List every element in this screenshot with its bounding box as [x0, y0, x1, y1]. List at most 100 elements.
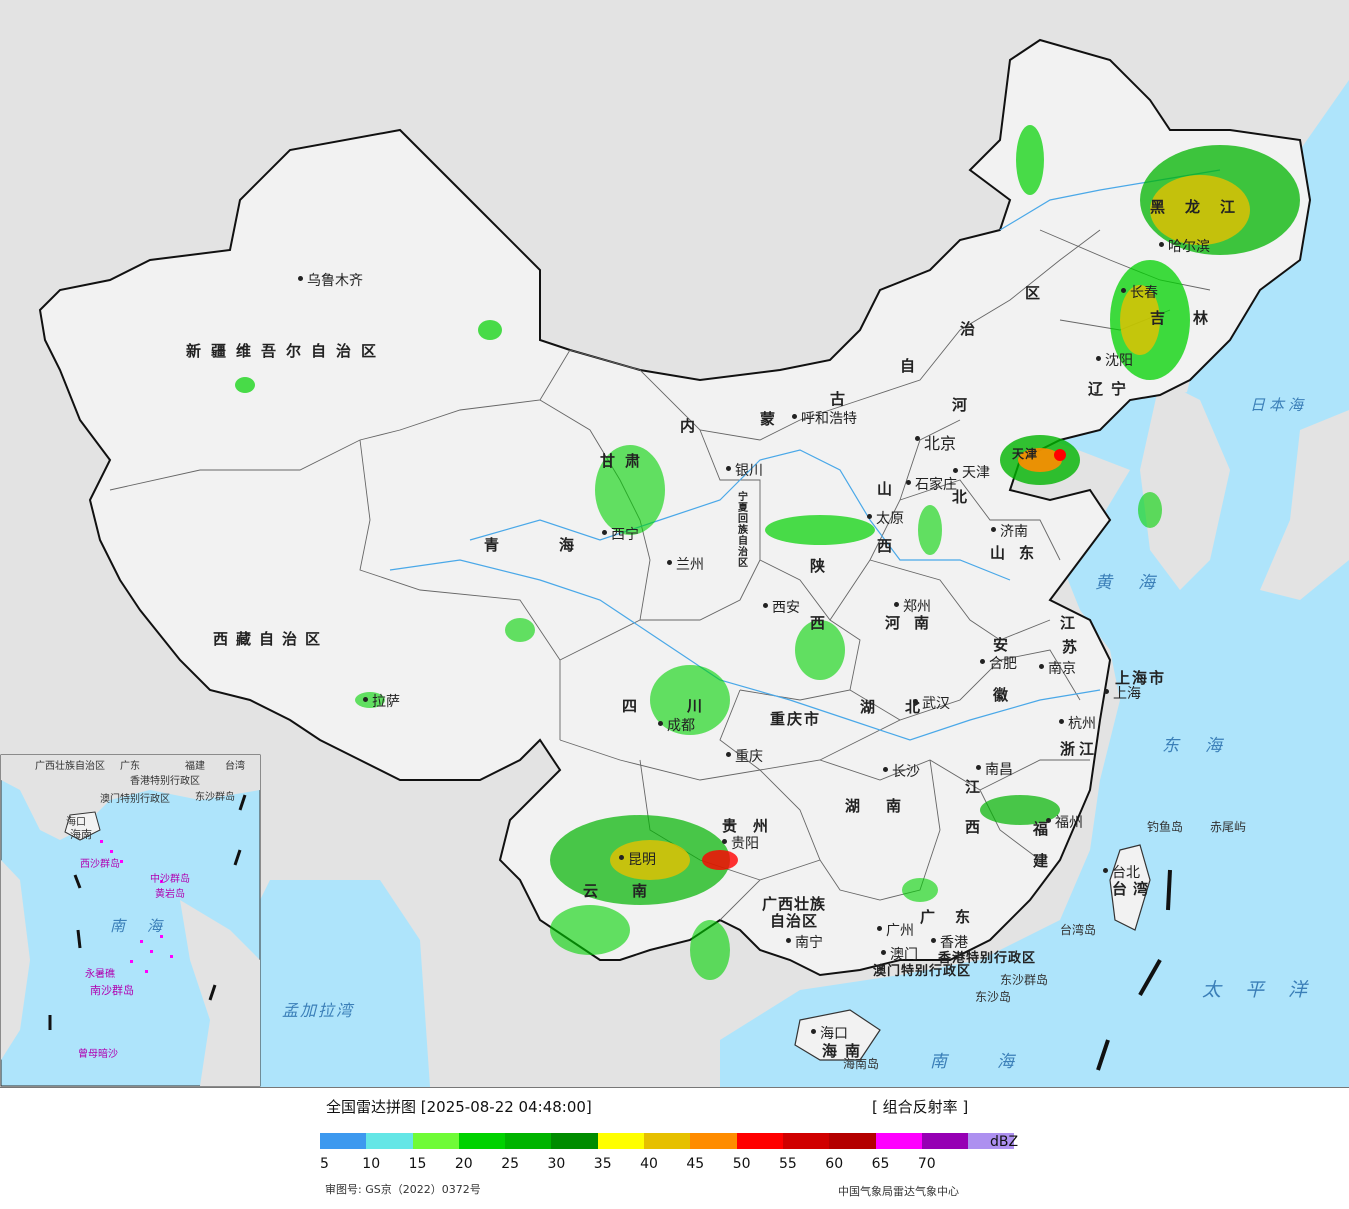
- city-changchun: 长春: [1121, 282, 1158, 302]
- color-swatch: [320, 1133, 367, 1149]
- color-swatch: [782, 1133, 830, 1149]
- province-chongqing: 重庆市: [770, 710, 822, 728]
- province-neimenggu-1: 内: [680, 417, 718, 435]
- island-taiwan: 台湾岛: [1060, 923, 1097, 937]
- dash-line: [1096, 869, 1172, 1071]
- color-swatch: [875, 1133, 922, 1149]
- city-xian: 西安: [763, 597, 800, 617]
- color-swatch: [921, 1133, 969, 1149]
- city-tianjin: 天津: [953, 462, 990, 482]
- map-canvas: [0, 0, 1349, 1087]
- scale-tick-label: 65: [871, 1156, 890, 1172]
- city-harbin: 哈尔滨: [1159, 236, 1210, 256]
- scale-tick-label: 25: [501, 1156, 520, 1172]
- city-fuzhou: 福州: [1046, 812, 1083, 832]
- scale-tick-label: 60: [825, 1156, 844, 1172]
- province-shanxi-1: 山: [877, 480, 915, 498]
- scale-tick-label: 70: [917, 1156, 936, 1172]
- sea-yellow: 黄海: [1095, 573, 1181, 593]
- province-hubei: 湖北: [860, 698, 951, 716]
- city-lanzhou: 兰州: [667, 554, 704, 574]
- province-ningxia: 宁夏回族自治区: [738, 492, 748, 569]
- legend-ticks: 5 10 15 20 25 30 35 40 45 50 55 60 65 70: [310, 1156, 950, 1174]
- province-hunan: 湖南: [845, 797, 928, 815]
- island-chiwei: 赤尾屿: [1210, 820, 1247, 834]
- inset-taiwan: 台湾: [225, 761, 245, 772]
- province-anhui-2: 徽: [993, 686, 1031, 704]
- province-macau: 澳门特别行政区: [873, 964, 972, 979]
- province-sichuan: 四川: [622, 697, 753, 715]
- japan: [1260, 410, 1349, 600]
- inset-fujian: 福建: [185, 761, 205, 772]
- province-yunnan: 云南: [583, 882, 682, 900]
- city-nanjing: 南京: [1039, 658, 1076, 678]
- inset-xisha: 西沙群岛: [80, 859, 120, 870]
- legend-title: 全国雷达拼图 [2025-08-22 04:48:00]: [326, 1098, 592, 1116]
- scale-tick-label: 40: [640, 1156, 658, 1172]
- city-guiyang: 贵阳: [722, 833, 759, 853]
- color-swatch: [551, 1133, 598, 1149]
- province-jiangxi-1: 江: [965, 778, 1003, 796]
- inset-zengmu: 曾母暗沙: [78, 1049, 118, 1060]
- province-neimenggu-6: 区: [1025, 284, 1063, 302]
- province-fujian-2: 建: [1033, 852, 1071, 870]
- province-shaanxi-1: 陕: [810, 557, 848, 575]
- province-neimenggu-3: 古: [830, 390, 868, 408]
- inset-zhongsha: 中沙群岛: [150, 874, 190, 885]
- province-zhejiang: 浙江: [1060, 740, 1099, 758]
- city-jinan: 济南: [991, 521, 1028, 541]
- color-swatch: [644, 1133, 691, 1149]
- province-shaanxi-2: 西: [810, 614, 848, 632]
- province-qinghai: 青海: [484, 536, 635, 554]
- data-source: 中国气象局雷达气象中心: [838, 1185, 959, 1198]
- city-urumqi: 乌鲁木齐: [298, 270, 363, 290]
- scale-tick-label: 35: [593, 1156, 612, 1172]
- province-jilin: 吉林: [1150, 309, 1237, 327]
- radar-map: 新疆维吾尔自治区 西藏自治区 青海 甘肃 内 蒙 古 自 治 区 黑龙江 吉林 …: [0, 0, 1349, 1087]
- sea-japan: 日本海: [1250, 396, 1308, 414]
- city-xining: 西宁: [602, 524, 639, 544]
- province-heilongjiang: 黑龙江: [1150, 198, 1256, 216]
- sea-east: 东海: [1162, 736, 1248, 756]
- city-changsha: 长沙: [883, 761, 920, 781]
- scale-tick-label: 15: [408, 1156, 427, 1172]
- approval-number: 审图号: GS京（2022）0372号: [325, 1183, 481, 1196]
- city-yinchuan: 银川: [726, 460, 763, 480]
- color-swatch: [505, 1133, 552, 1149]
- province-tianjin: 天津: [1012, 447, 1039, 461]
- island-diaoyu: 钓鱼岛: [1147, 820, 1184, 834]
- province-hebei-1: 河: [952, 396, 990, 414]
- province-shanxi-2: 西: [877, 537, 915, 555]
- inset-guangdong: 广东: [120, 761, 140, 772]
- island-dongsha: 东沙岛: [975, 990, 1012, 1004]
- inset-hainan: 海南: [70, 828, 92, 841]
- color-swatch: [597, 1133, 645, 1149]
- color-swatch: [829, 1133, 876, 1149]
- province-guangxi-1: 广西壮族: [762, 895, 827, 913]
- city-taiyuan: 太原: [867, 508, 904, 528]
- inset-haikou: 海口: [66, 817, 86, 828]
- inset-south-sea-label: 南海: [110, 917, 185, 935]
- province-jiangxi-2: 西: [965, 818, 1003, 836]
- scale-tick-label: 45: [686, 1156, 705, 1172]
- province-anhui-1: 安: [993, 636, 1031, 654]
- city-wuhan: 武汉: [913, 693, 950, 713]
- province-xinjiang: 新疆维吾尔自治区: [186, 342, 387, 360]
- city-shenyang: 沈阳: [1096, 350, 1133, 370]
- province-hainan: 海南: [822, 1042, 869, 1060]
- province-hebei-2: 北: [952, 488, 990, 506]
- province-fujian-1: 福: [1033, 820, 1071, 838]
- scale-tick-label: 30: [547, 1156, 566, 1172]
- taiwan-island-shape: [1109, 844, 1151, 931]
- color-swatch: [412, 1133, 459, 1149]
- sea-bengal: 孟加拉湾: [282, 1001, 355, 1020]
- scale-tick-label: 10: [362, 1156, 381, 1172]
- province-neimenggu-4: 自: [900, 357, 938, 375]
- province-shandong: 山东: [990, 544, 1049, 562]
- province-hongkong: 香港特别行政区: [938, 951, 1037, 966]
- sea-south: 南海: [930, 1052, 1064, 1072]
- city-lhasa: 拉萨: [363, 691, 400, 711]
- province-henan: 河南: [885, 614, 944, 632]
- scale-tick-label: 20: [454, 1156, 473, 1172]
- inset-south-sea: [0, 754, 261, 1087]
